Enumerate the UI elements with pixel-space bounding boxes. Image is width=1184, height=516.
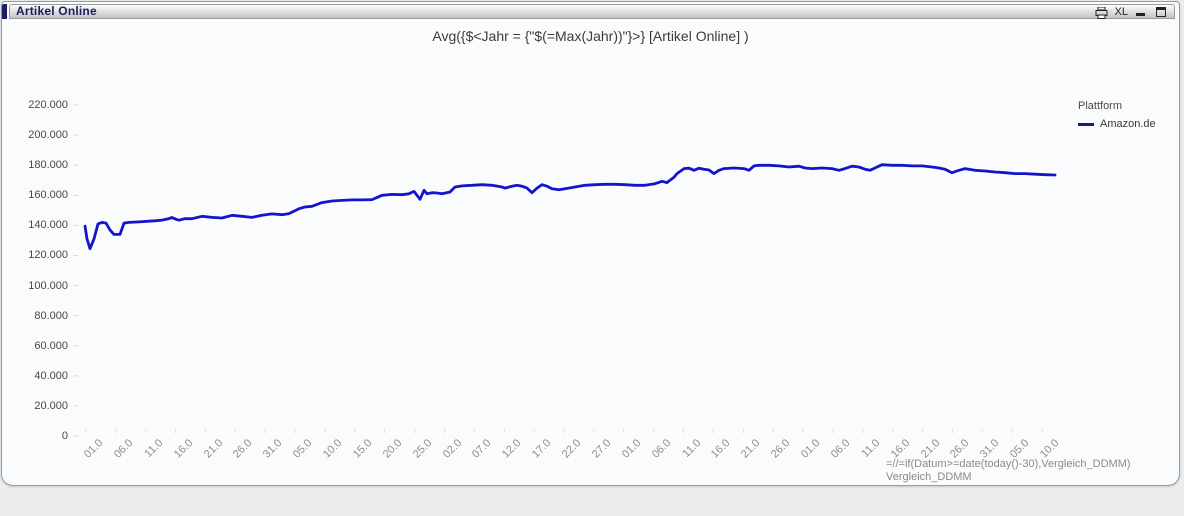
legend-title: Plattform bbox=[1078, 100, 1123, 112]
legend: Plattform Amazon.de bbox=[1078, 100, 1156, 130]
y-axis-tick-label: 140.000 bbox=[28, 219, 68, 232]
y-axis-tick-label: 100.000 bbox=[28, 279, 68, 292]
window-title: Artikel Online bbox=[16, 4, 97, 18]
y-axis-tick-label: 180.000 bbox=[28, 159, 68, 172]
minimize-icon[interactable] bbox=[1135, 6, 1148, 18]
x-axis-title: =//=if(Datum>=date(today()-30),Vergleich… bbox=[886, 458, 1131, 484]
chart-title: Avg({$<Jahr = {"$(=Max(Jahr))"}>} [Artik… bbox=[432, 28, 749, 44]
legend-entry-amazon[interactable]: Amazon.de bbox=[1078, 118, 1156, 130]
y-axis-tick-label: 120.000 bbox=[28, 249, 68, 262]
window-titlebar[interactable]: Artikel Online XL bbox=[9, 4, 1175, 19]
y-axis-tick-label: 220.000 bbox=[28, 99, 68, 111]
chart-content: Avg({$<Jahr = {"$(=Max(Jahr))"}>} [Artik… bbox=[2, 20, 1179, 485]
y-axis-tick-label: 0 bbox=[61, 430, 68, 442]
excel-export-icon[interactable]: XL bbox=[1114, 5, 1128, 18]
x-axis-title-line2: Vergleich_DDMM bbox=[886, 471, 972, 483]
x-axis-title-line1: =//=if(Datum>=date(today()-30),Vergleich… bbox=[886, 458, 1131, 470]
chart-window: Artikel Online XL Avg({$<Jahr = {"$(=Max… bbox=[1, 1, 1180, 486]
series-line-amazon-de[interactable] bbox=[83, 163, 1057, 251]
y-axis-tick-label: 200.000 bbox=[28, 129, 68, 142]
line-plot[interactable] bbox=[2, 2, 1181, 487]
caption-icons: XL bbox=[1095, 5, 1168, 19]
maximize-icon[interactable] bbox=[1155, 6, 1168, 18]
legend-entry-label: Amazon.de bbox=[1100, 118, 1156, 130]
y-axis-tick-label: 60.000 bbox=[34, 339, 68, 352]
y-axis-tick-label: 80.000 bbox=[34, 309, 68, 322]
y-axis-tick-label: 40.000 bbox=[34, 369, 68, 382]
titlebar-left-accent bbox=[2, 4, 7, 19]
print-icon[interactable] bbox=[1095, 6, 1108, 19]
y-axis-tick-label: 160.000 bbox=[28, 189, 68, 202]
y-axis-tick-label: 20.000 bbox=[34, 399, 68, 412]
legend-line-swatch bbox=[1078, 122, 1094, 126]
